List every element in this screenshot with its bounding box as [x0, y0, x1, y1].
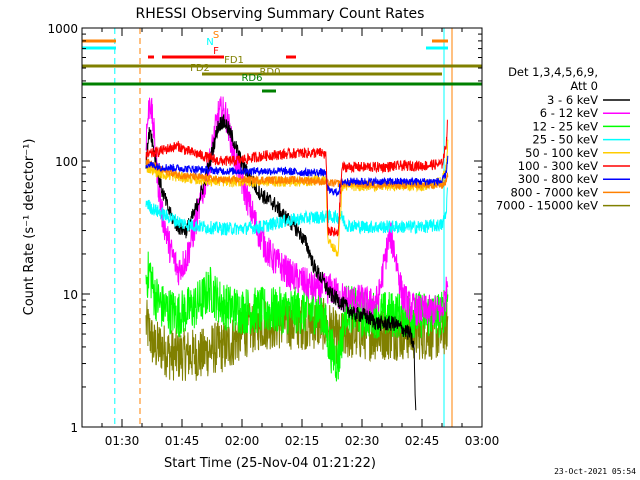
x-axis-label: Start Time (25-Nov-04 01:21:22) — [164, 456, 376, 471]
legend-label: 12 - 25 keV — [532, 119, 598, 133]
x-tick-label: 02:45 — [405, 434, 440, 448]
legend-label: 6 - 12 keV — [540, 106, 598, 120]
chart-title: RHESSI Observing Summary Count Rates — [136, 6, 425, 22]
y-tick-label: 1000 — [47, 22, 78, 36]
series-line-0 — [145, 114, 417, 411]
legend-header-line-1: Det 1,3,4,5,6,9, — [508, 65, 598, 79]
series-line-8 — [145, 297, 449, 381]
legend-label: 3 - 6 keV — [547, 93, 598, 107]
series-line-5 — [145, 119, 448, 237]
legend-label: 50 - 100 keV — [525, 146, 598, 160]
state-label-fd2: FD2 — [190, 63, 210, 74]
plot-area — [82, 28, 482, 427]
x-tick-label: 01:30 — [105, 434, 140, 448]
x-tick-label: 01:45 — [165, 434, 200, 448]
legend-label: 100 - 300 keV — [518, 159, 598, 173]
y-axis-label: Count Rate (s⁻¹ detector⁻¹) — [22, 139, 37, 316]
x-tick-label: 02:00 — [225, 434, 260, 448]
state-label-n: N — [206, 37, 213, 48]
series-line-2 — [145, 251, 449, 382]
legend-label: 25 - 50 keV — [532, 133, 598, 147]
state-label-rd0: RD0 — [259, 67, 280, 78]
series-line-6 — [145, 155, 449, 198]
state-label-f: F — [213, 46, 219, 57]
y-tick-label: 100 — [55, 155, 78, 169]
series-line-7 — [145, 158, 449, 190]
state-label-fd1: FD1 — [224, 55, 244, 66]
legend-label: 800 - 7000 keV — [510, 185, 598, 199]
state-label-rd6: RD6 — [241, 73, 262, 84]
y-tick-label: 10 — [63, 288, 78, 302]
legend-label: 300 - 800 keV — [518, 172, 598, 186]
x-tick-label: 03:00 — [465, 434, 500, 448]
x-tick-label: 02:15 — [285, 434, 320, 448]
series-line-3 — [145, 187, 449, 236]
timestamp: 23-Oct-2021 05:54 — [554, 467, 636, 476]
legend-label: 7000 - 15000 keV — [496, 199, 598, 213]
x-tick-label: 02:30 — [345, 434, 380, 448]
series-line-1 — [145, 96, 449, 326]
y-tick-label: 1 — [70, 421, 78, 435]
state-label-s: S — [213, 30, 219, 41]
legend-header-line-2: Att 0 — [570, 79, 598, 93]
